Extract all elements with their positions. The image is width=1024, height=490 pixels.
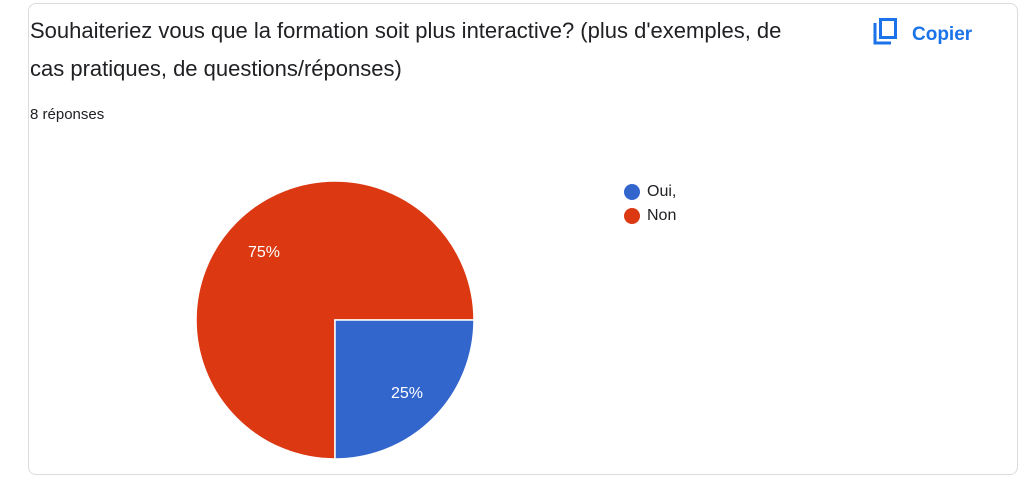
legend-item-oui[interactable]: Oui,	[624, 180, 676, 204]
copy-icon	[872, 18, 898, 52]
legend-dot-non-icon	[624, 208, 640, 224]
pie-label-oui: 25%	[391, 385, 423, 402]
pie-slice-oui[interactable]	[334, 319, 475, 460]
question-card	[28, 3, 1018, 475]
copy-label: Copier	[912, 24, 973, 45]
legend-label-oui: Oui,	[647, 183, 677, 200]
legend-dot-oui-icon	[624, 184, 640, 200]
question-title: Souhaiteriez vous que la formation soit …	[30, 18, 782, 81]
legend-label-non: Non	[647, 207, 677, 224]
copy-button[interactable]: Copier	[872, 18, 972, 52]
pie-label-non: 75%	[248, 244, 280, 261]
chart-legend: Oui, Non	[624, 180, 676, 228]
response-count: 8 réponses	[30, 106, 105, 123]
pie-slice-non[interactable]	[195, 180, 475, 460]
legend-item-non[interactable]: Non	[624, 204, 676, 228]
